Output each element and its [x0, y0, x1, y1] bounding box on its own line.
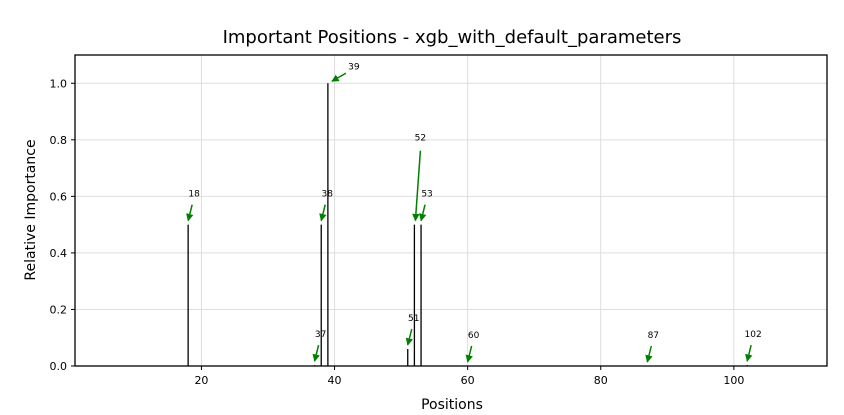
- chart-title: Important Positions - xgb_with_default_p…: [223, 27, 682, 48]
- annotation-arrow-39: [331, 72, 347, 82]
- y-tick-label: 0.0: [50, 360, 68, 373]
- annotation-arrow-18: [186, 204, 194, 222]
- annotation-arrow-37: [312, 344, 320, 362]
- annotation-label-102: 102: [745, 330, 762, 340]
- axes: 20 40 60 80 100 0.0 0.2 0.4 0.6 0.8 1.0: [50, 77, 745, 387]
- annotation-label-37: 37: [315, 330, 326, 340]
- y-tick-label: 0.6: [50, 190, 68, 203]
- y-tick-label: 1.0: [50, 77, 68, 90]
- y-tick-label: 0.4: [50, 247, 68, 260]
- annotation-arrow-53: [419, 204, 427, 222]
- x-tick-label: 80: [594, 374, 608, 387]
- annotation-label-52: 52: [415, 134, 426, 144]
- x-tick-label: 60: [461, 374, 475, 387]
- annotation-arrow-87: [645, 345, 653, 363]
- annotation-arrow-102: [745, 344, 753, 362]
- x-axis-label: Positions: [421, 397, 483, 413]
- annotation-label-87: 87: [648, 331, 659, 341]
- annotation-arrow-38: [319, 204, 327, 222]
- y-tick-label: 0.8: [50, 134, 68, 147]
- annotation-label-39: 39: [348, 62, 360, 72]
- annotation-label-53: 53: [421, 190, 432, 200]
- x-tick-label: 40: [328, 374, 342, 387]
- annotation-label-51: 51: [408, 314, 419, 324]
- y-axis-label: Relative Importance: [23, 139, 39, 280]
- annotation-arrow-51: [405, 328, 414, 346]
- annotation-label-60: 60: [468, 331, 480, 341]
- x-tick-label: 20: [194, 374, 208, 387]
- annotations: 18 37 38 39 51 52 53 60 87 102: [186, 62, 762, 363]
- plot-frame: [74, 54, 828, 367]
- x-tick-label: 100: [723, 374, 744, 387]
- y-tick-label: 0.2: [50, 303, 68, 316]
- annotation-label-18: 18: [188, 190, 200, 200]
- annotation-arrow-60: [465, 345, 473, 363]
- annotation-label-38: 38: [322, 190, 334, 200]
- annotation-arrow-52: [412, 150, 422, 222]
